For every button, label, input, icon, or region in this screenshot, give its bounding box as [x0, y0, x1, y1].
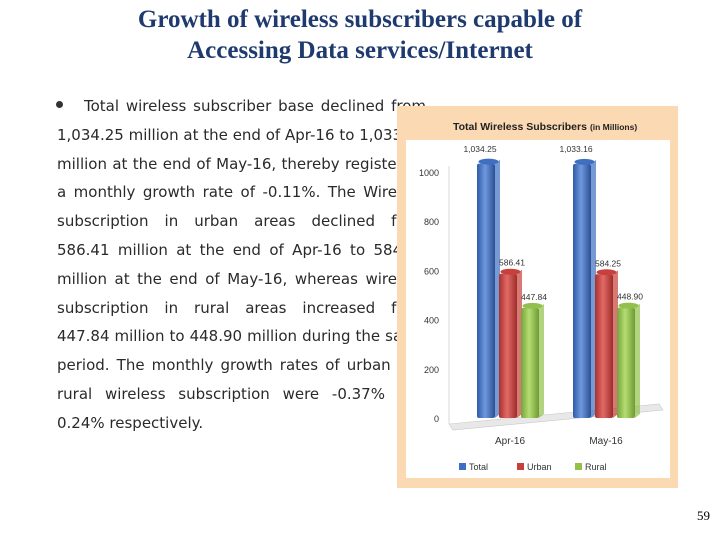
x-tick-label: Apr-16: [495, 436, 525, 447]
bar-chart: Total Wireless Subscribers (in Millions) …: [419, 121, 664, 472]
page-number: 59: [697, 508, 710, 523]
bar-rural-1-cap: [618, 302, 639, 309]
x-tick-label: May-16: [589, 436, 623, 447]
legend-label-rural: Rural: [585, 462, 607, 472]
y-tick-label: 800: [424, 217, 439, 227]
bar-rural-May-16: [617, 307, 635, 418]
bar-rural-0-cap: [522, 302, 543, 309]
bars-group: 1,034.25 586.41 447.84 1,033.16 584.25 448.90: [463, 144, 643, 418]
title-line-1: Growth of wireless subscribers capable o…: [137, 6, 583, 33]
bar-urban-Apr-16: [499, 273, 517, 418]
title-line-2: Accessing Data services/Internet: [187, 37, 533, 64]
bullet-text: Total wireless subscriber base declined …: [57, 97, 426, 432]
chart-title: Total Wireless Subscribers (in Millions): [453, 121, 637, 133]
bar-rural-1-side: [635, 303, 640, 418]
x-axis: Apr-16 May-16: [495, 436, 623, 447]
bar-total-1-cap: [574, 158, 595, 165]
data-label-urban: 586.41: [499, 258, 525, 268]
legend-swatch-total: [459, 463, 466, 470]
y-tick-label: 600: [424, 266, 439, 276]
chart-title-suffix: (in Millions): [590, 122, 637, 132]
bar-rural-0-side: [539, 303, 544, 418]
y-tick-label: 400: [424, 316, 439, 326]
bar-total-0-side: [495, 159, 500, 418]
data-label-urban: 584.25: [595, 258, 621, 268]
bar-total-1-side: [591, 159, 596, 418]
bar-total-May-16: [573, 163, 591, 418]
slide-title: Growth of wireless subscribers capable o…: [0, 4, 720, 66]
bar-total-Apr-16: [477, 163, 495, 418]
y-tick-label: 200: [424, 365, 439, 375]
bar-urban-0-side: [517, 269, 522, 418]
y-tick-label: 1000: [419, 168, 439, 178]
bar-rural-Apr-16: [521, 307, 539, 418]
bar-urban-1-cap: [596, 269, 617, 276]
legend-label-total: Total: [469, 462, 488, 472]
data-label-rural: 447.84: [521, 292, 547, 302]
legend-swatch-urban: [517, 463, 524, 470]
legend-label-urban: Urban: [527, 462, 552, 472]
bar-urban-May-16: [595, 274, 613, 418]
data-label-rural: 448.90: [617, 292, 643, 302]
chart-title-main: Total Wireless Subscribers: [453, 121, 587, 133]
bar-urban-0-cap: [500, 268, 521, 275]
data-label-total: 1,034.25: [463, 144, 496, 154]
legend-swatch-rural: [575, 463, 582, 470]
y-axis: 0 200 400 600 800 1000: [419, 168, 439, 424]
bullet-dot-icon: [56, 101, 63, 108]
data-label-total: 1,033.16: [559, 144, 592, 154]
bar-total-0-cap: [478, 158, 499, 165]
legend: Total Urban Rural: [459, 462, 607, 472]
y-tick-label: 0: [434, 414, 439, 424]
bar-urban-1-side: [613, 270, 618, 418]
